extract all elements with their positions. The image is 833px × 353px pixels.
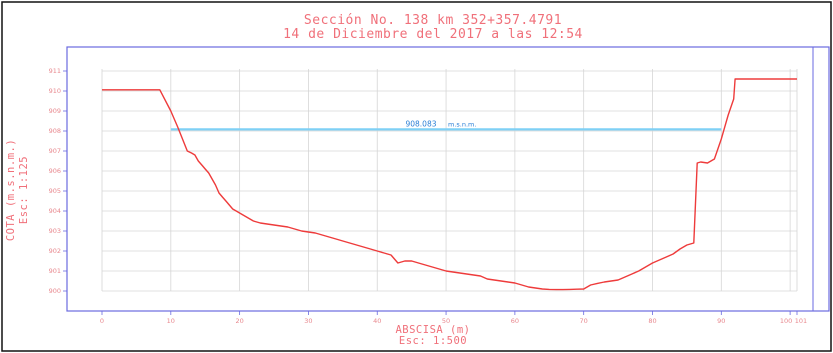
water-level-value: 908.083 xyxy=(405,119,436,128)
x-tick-label: 100 xyxy=(780,317,792,325)
x-tick-label: 60 xyxy=(511,317,519,325)
y-tick-label: 907 xyxy=(49,147,61,155)
water-level-unit: m.s.n.m. xyxy=(448,120,476,128)
y-tick-label: 904 xyxy=(49,207,61,215)
x-axis-scale-label: Esc: 1:500 xyxy=(399,335,467,347)
plot-frame xyxy=(66,46,830,312)
y-tick-label: 905 xyxy=(49,187,61,195)
y-tick-label: 900 xyxy=(49,287,61,295)
y-tick-label: 908 xyxy=(49,127,61,135)
y-tick-label: 902 xyxy=(49,247,61,255)
x-tick-label: 20 xyxy=(235,317,243,325)
y-tick-label: 906 xyxy=(49,167,61,175)
x-tick-label: 40 xyxy=(373,317,381,325)
y-tick-label: 901 xyxy=(49,267,61,275)
chart-subtitle: 14 de Diciembre del 2017 a las 12:54 xyxy=(283,27,583,42)
y-tick-label: 911 xyxy=(49,67,61,75)
x-tick-label: 101 xyxy=(795,317,807,325)
x-tick-label: 70 xyxy=(580,317,588,325)
y-tick-label: 903 xyxy=(49,227,61,235)
x-axis-label: ABSCISA (m) xyxy=(395,324,470,336)
terrain-profile-line xyxy=(102,78,797,291)
x-tick-label: 0 xyxy=(100,317,104,325)
x-tick-label: 50 xyxy=(442,317,450,325)
x-tick-label: 30 xyxy=(304,317,312,325)
chart-title: Sección No. 138 km 352+357.4791 xyxy=(304,13,562,28)
y-axis-label: COTA (m.s.n.m.) xyxy=(5,139,17,241)
y-tick-label: 909 xyxy=(49,107,61,115)
y-axis-scale-label: Esc: 1:125 xyxy=(18,156,30,224)
x-tick-label: 90 xyxy=(717,317,725,325)
x-tick-label: 10 xyxy=(167,317,175,325)
x-tick-label: 80 xyxy=(648,317,656,325)
y-tick-label: 910 xyxy=(49,87,61,95)
